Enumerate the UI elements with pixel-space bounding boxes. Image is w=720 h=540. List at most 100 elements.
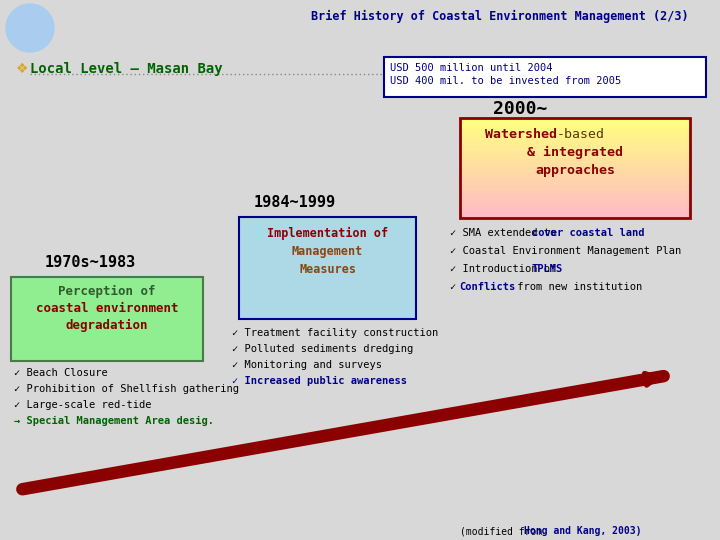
Text: Brief History of Coastal Environment Management (2/3): Brief History of Coastal Environment Man… xyxy=(311,10,689,23)
Bar xyxy=(460,146,690,148)
Bar xyxy=(460,201,690,204)
Text: TPLMS: TPLMS xyxy=(532,264,563,274)
Text: ✓ Coastal Environment Management Plan: ✓ Coastal Environment Management Plan xyxy=(450,246,681,256)
Bar xyxy=(460,193,690,195)
Text: 1970s~1983: 1970s~1983 xyxy=(45,255,135,270)
Bar xyxy=(460,203,690,205)
Bar xyxy=(460,178,690,180)
Bar xyxy=(460,122,690,124)
Bar xyxy=(460,180,690,182)
Text: 1984~1999: 1984~1999 xyxy=(254,195,336,210)
Bar xyxy=(460,191,690,193)
Bar xyxy=(460,168,690,170)
Bar xyxy=(460,165,690,167)
Text: ✓ Increased public awareness: ✓ Increased public awareness xyxy=(232,376,407,386)
Text: & integrated: & integrated xyxy=(527,146,623,159)
Bar xyxy=(460,158,690,160)
Bar xyxy=(460,185,690,187)
Text: ✓ Treatment facility construction: ✓ Treatment facility construction xyxy=(232,328,438,338)
Bar xyxy=(460,166,690,168)
Bar xyxy=(460,120,690,122)
Text: ❖: ❖ xyxy=(16,62,29,76)
Text: ✓ Prohibition of Shellfish gathering: ✓ Prohibition of Shellfish gathering xyxy=(14,384,239,394)
Bar xyxy=(460,194,690,197)
Text: ✓: ✓ xyxy=(450,282,462,292)
Bar xyxy=(460,206,690,208)
Bar xyxy=(460,123,690,125)
Bar xyxy=(460,173,690,175)
FancyBboxPatch shape xyxy=(239,217,416,319)
Text: Hong and Kang, 2003): Hong and Kang, 2003) xyxy=(524,526,642,536)
Bar xyxy=(460,153,690,155)
Bar xyxy=(460,128,690,130)
FancyBboxPatch shape xyxy=(11,277,203,361)
Bar xyxy=(460,181,690,184)
Text: Implementation of: Implementation of xyxy=(267,227,388,240)
Text: USD 500 million until 2004: USD 500 million until 2004 xyxy=(390,63,552,73)
Bar xyxy=(460,150,690,152)
Bar xyxy=(460,143,690,145)
Text: ✓ Large-scale red-tide: ✓ Large-scale red-tide xyxy=(14,400,151,410)
Text: Local Level – Masan Bay: Local Level – Masan Bay xyxy=(30,62,222,76)
Bar xyxy=(460,140,690,142)
Bar xyxy=(460,160,690,162)
Bar xyxy=(460,133,690,135)
Bar xyxy=(460,141,690,144)
Text: approaches: approaches xyxy=(535,164,615,177)
Bar xyxy=(460,211,690,213)
Text: ✓ Polluted sediments dredging: ✓ Polluted sediments dredging xyxy=(232,344,413,354)
Bar xyxy=(460,215,690,217)
Bar xyxy=(460,213,690,215)
Bar xyxy=(460,161,690,164)
Text: Perception of: Perception of xyxy=(58,285,156,298)
Bar xyxy=(460,186,690,188)
Bar xyxy=(460,170,690,172)
Bar xyxy=(460,138,690,140)
Text: -based: -based xyxy=(557,128,605,141)
Bar xyxy=(460,118,690,120)
Text: (modified from: (modified from xyxy=(460,526,548,536)
Text: degradation: degradation xyxy=(66,319,148,332)
Text: from new institution: from new institution xyxy=(511,282,642,292)
Text: Management: Management xyxy=(292,245,363,258)
Bar xyxy=(460,148,690,150)
Bar xyxy=(460,210,690,212)
Text: ✓ Monitoring and surveys: ✓ Monitoring and surveys xyxy=(232,360,382,370)
Text: Conflicts: Conflicts xyxy=(459,282,516,292)
Bar xyxy=(460,136,690,138)
Bar xyxy=(460,157,690,159)
Text: ✓ Beach Closure: ✓ Beach Closure xyxy=(14,368,108,378)
Bar xyxy=(460,188,690,190)
Bar xyxy=(460,134,690,137)
Bar xyxy=(460,154,690,157)
Bar xyxy=(460,126,690,129)
Text: → Special Management Area desig.: → Special Management Area desig. xyxy=(14,416,214,426)
Bar xyxy=(460,217,690,219)
Text: Measures: Measures xyxy=(299,263,356,276)
Bar xyxy=(460,131,690,133)
Bar xyxy=(460,177,690,179)
Bar xyxy=(460,208,690,210)
Text: ✓ Introduction of: ✓ Introduction of xyxy=(450,264,562,274)
Text: ✓ SMA extended to: ✓ SMA extended to xyxy=(450,228,562,238)
Bar xyxy=(460,163,690,165)
Text: cover coastal land: cover coastal land xyxy=(532,228,644,238)
Bar xyxy=(460,200,690,202)
Bar xyxy=(460,198,690,200)
Bar xyxy=(460,174,690,177)
FancyBboxPatch shape xyxy=(384,57,706,97)
Bar xyxy=(460,151,690,153)
Bar xyxy=(460,145,690,147)
Text: 2000~: 2000~ xyxy=(492,100,547,118)
Text: Watershed: Watershed xyxy=(485,128,557,141)
Bar xyxy=(460,130,690,132)
Bar xyxy=(460,171,690,173)
Bar xyxy=(460,205,690,207)
Bar xyxy=(460,190,690,192)
Bar xyxy=(460,183,690,185)
Circle shape xyxy=(6,4,54,52)
Bar xyxy=(460,125,690,127)
Text: coastal environment: coastal environment xyxy=(36,302,179,315)
Bar xyxy=(460,197,690,199)
Text: USD 400 mil. to be invested from 2005: USD 400 mil. to be invested from 2005 xyxy=(390,76,621,86)
